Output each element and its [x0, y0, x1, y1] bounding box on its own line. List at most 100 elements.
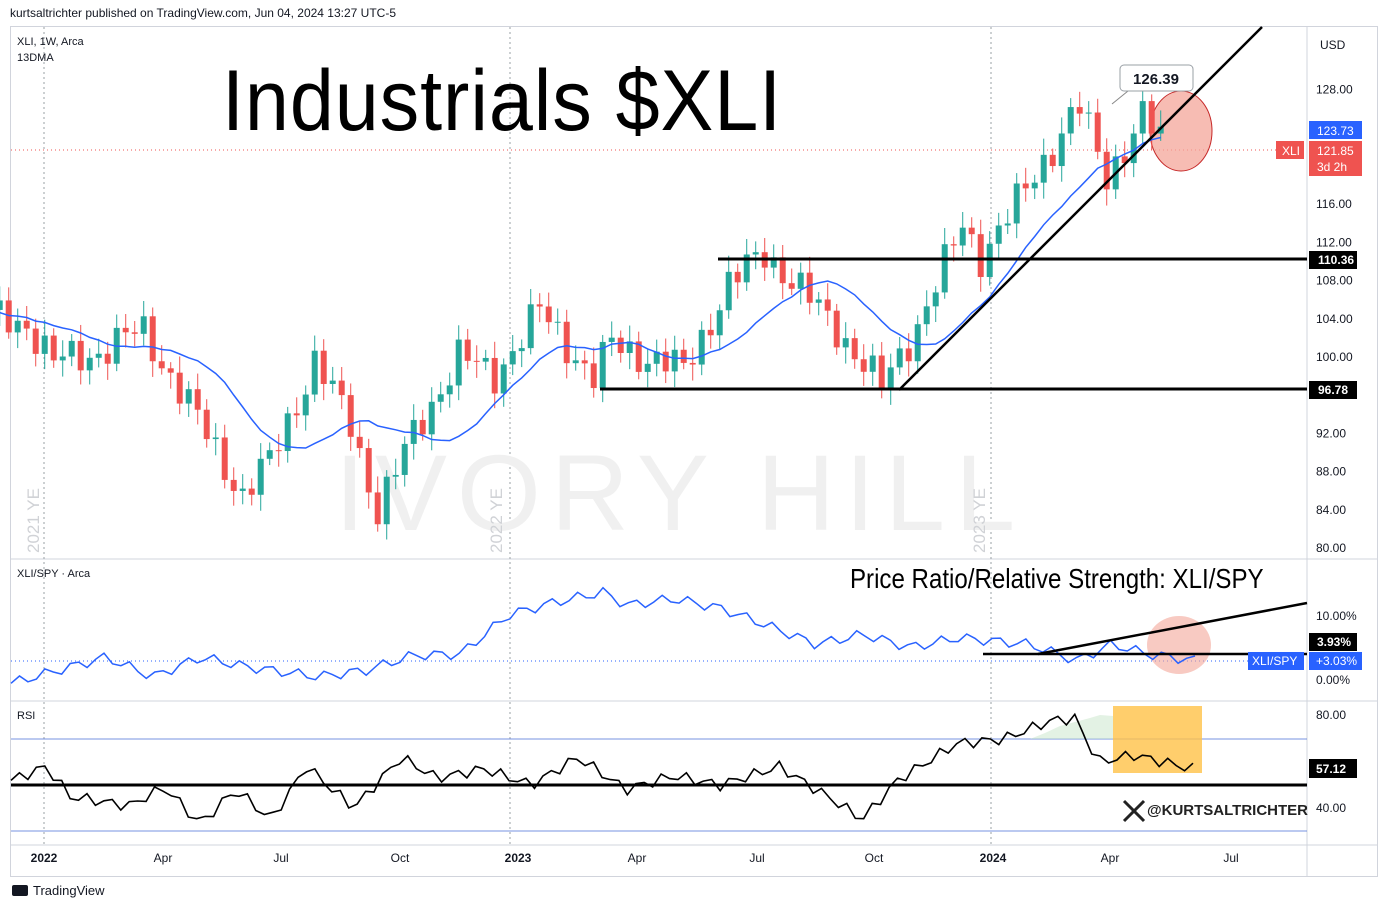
- candle-body: [59, 356, 66, 361]
- candle-body: [329, 380, 336, 384]
- candle-body: [806, 272, 813, 303]
- candle-body: [365, 448, 372, 493]
- candle-body: [662, 351, 669, 372]
- level-labels: 110.36 96.78: [1309, 251, 1357, 399]
- candle-body: [437, 394, 444, 402]
- watermark: IVORY HILL: [335, 432, 1015, 553]
- candle-body: [509, 351, 516, 365]
- candle-body: [356, 436, 363, 449]
- candle-body: [500, 364, 507, 394]
- candle-body: [995, 225, 1002, 244]
- svg-text:110.36: 110.36: [1318, 253, 1354, 267]
- candle-body: [284, 413, 291, 452]
- candle-body: [743, 254, 750, 283]
- candle-body: [149, 316, 156, 362]
- x-handle: @KURTSALTRICHTER: [1147, 802, 1309, 819]
- candle-body: [797, 272, 804, 289]
- time-tick-label: 2024: [980, 851, 1007, 865]
- candle-body: [491, 357, 498, 394]
- uptrend-line: [898, 26, 1263, 391]
- rsi-highlight-box: [1113, 706, 1202, 773]
- candle-body: [311, 350, 318, 395]
- symbol-legend[interactable]: XLI, 1W, Arca: [17, 36, 84, 48]
- candle-body: [320, 350, 327, 384]
- candle-body: [707, 329, 714, 336]
- svg-text:96.78: 96.78: [1318, 383, 1348, 397]
- candle-body: [23, 320, 30, 329]
- candle-body: [563, 321, 570, 364]
- price-callout: 126.39: [1111, 64, 1194, 105]
- candle-body: [230, 479, 237, 491]
- candle-body: [1121, 156, 1128, 164]
- candle-body: [293, 413, 300, 416]
- candle-body: [860, 359, 867, 372]
- ma-13-line: [0, 136, 1161, 449]
- tradingview-footer[interactable]: TradingView: [12, 883, 105, 898]
- pane-separators: [11, 27, 1377, 876]
- candle-body: [1031, 182, 1038, 189]
- candle-body: [1139, 101, 1146, 134]
- candle-body: [932, 292, 939, 307]
- chart-title: Industrials $XLI: [222, 53, 783, 149]
- candle-body: [878, 355, 885, 389]
- time-tick-label: Jul: [1223, 851, 1238, 865]
- price-tick-label: 80.00: [1316, 541, 1346, 555]
- candle-body: [338, 380, 345, 396]
- ratio-axis[interactable]: 10.00% 0.00%: [1316, 609, 1357, 687]
- time-tick-label: Oct: [865, 851, 884, 865]
- candle-body: [680, 349, 687, 363]
- candle-body: [275, 450, 282, 452]
- candle-body: [383, 476, 390, 525]
- candle-body: [482, 357, 489, 362]
- candle-body: [635, 341, 642, 372]
- candle-body: [86, 357, 93, 371]
- price-tick-label: 100.00: [1316, 350, 1353, 364]
- candle-body: [32, 328, 39, 354]
- candle-body: [734, 271, 741, 283]
- candle-body: [392, 474, 399, 477]
- time-axis[interactable]: 2022 Apr Jul Oct 2023 Apr Jul Oct 2024 Apr Jul: [31, 851, 1239, 865]
- svg-text:126.39: 126.39: [1133, 71, 1179, 88]
- candle-body: [1067, 107, 1074, 134]
- candle-body: [221, 437, 228, 480]
- ma-legend[interactable]: 13DMA: [17, 52, 54, 64]
- x-logo-icon: [1122, 799, 1146, 823]
- tradingview-logo-icon: [12, 885, 28, 896]
- rsi-value-label: 57.12: [1309, 759, 1357, 778]
- candle-body: [788, 283, 795, 289]
- price-tick-label: 128.00: [1316, 83, 1353, 97]
- svg-text:123.73: 123.73: [1317, 124, 1354, 138]
- svg-text:121.85: 121.85: [1317, 144, 1354, 158]
- candle-body: [842, 338, 849, 348]
- candle-body: [302, 394, 309, 416]
- candle-body: [599, 341, 606, 389]
- candle-body: [1022, 183, 1029, 189]
- candle-body: [464, 339, 471, 361]
- candle-body: [266, 450, 273, 459]
- candle-body: [536, 304, 543, 307]
- rsi-axis[interactable]: 80.00 40.00: [1316, 708, 1346, 815]
- currency-label: USD: [1320, 38, 1346, 52]
- candle-body: [716, 310, 723, 336]
- time-tick-label: Apr: [154, 851, 173, 865]
- candle-body: [50, 335, 57, 361]
- candle-body: [545, 306, 552, 323]
- rsi-legend[interactable]: RSI: [17, 710, 36, 722]
- relative-strength-line: [10, 586, 1196, 684]
- svg-text:57.12: 57.12: [1316, 762, 1346, 776]
- candle-body: [689, 362, 696, 365]
- time-tick-label: Jul: [749, 851, 764, 865]
- svg-text:0.00%: 0.00%: [1316, 673, 1350, 687]
- candle-body: [869, 355, 876, 372]
- candle-body: [1085, 112, 1092, 114]
- candle-body: [248, 488, 255, 495]
- candle-body: [1013, 183, 1020, 224]
- svg-text:10.00%: 10.00%: [1316, 609, 1357, 623]
- candle-body: [5, 300, 12, 333]
- candle-body: [347, 395, 354, 437]
- candle-body: [131, 332, 138, 334]
- ratio-legend[interactable]: XLI/SPY · Arca: [17, 568, 91, 580]
- year-end-label-2021: 2021 YE: [24, 488, 43, 553]
- candle-body: [923, 306, 930, 325]
